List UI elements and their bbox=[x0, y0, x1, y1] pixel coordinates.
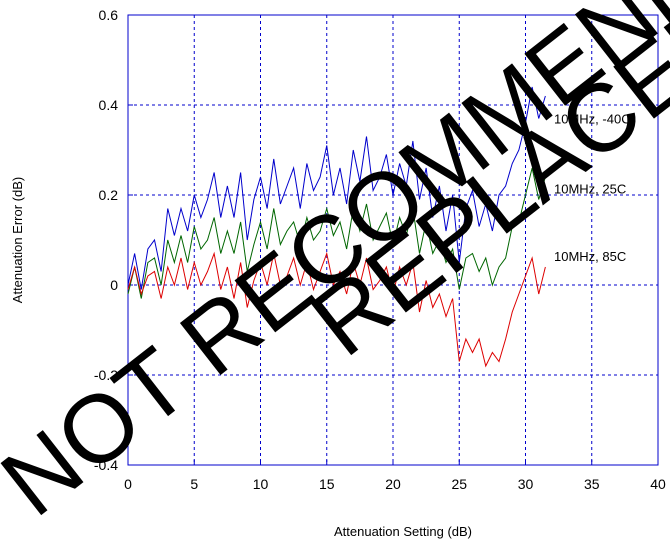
series-line bbox=[127, 86, 546, 290]
series-line bbox=[127, 167, 546, 299]
x-tick-label: 15 bbox=[319, 476, 335, 492]
x-tick-label: 25 bbox=[451, 476, 467, 492]
y-tick-label: 0 bbox=[110, 277, 118, 293]
y-tick-label: 0.2 bbox=[99, 187, 119, 203]
y-tick-label: -0.2 bbox=[94, 367, 118, 383]
series-label: 10MHz, 25C bbox=[554, 181, 626, 196]
x-tick-label: 5 bbox=[190, 476, 198, 492]
x-tick-label: 40 bbox=[650, 476, 666, 492]
series-labels: 10MHz, -40C 10MHz, 25C 10MHz, 85C bbox=[554, 112, 631, 264]
x-tick-label: 20 bbox=[385, 476, 401, 492]
series-line bbox=[127, 251, 546, 368]
x-axis-label: Attenuation Setting (dB) bbox=[334, 524, 472, 539]
series-label: 10MHz, 85C bbox=[554, 249, 626, 264]
plot-frame bbox=[127, 14, 659, 466]
series-label: 10MHz, -40C bbox=[554, 112, 631, 127]
y-tick-labels: -0.4 -0.2 0 0.2 0.4 0.6 bbox=[94, 7, 118, 473]
x-tick-label: 35 bbox=[584, 476, 600, 492]
x-tick-labels: 0 5 10 15 20 25 30 35 40 bbox=[124, 476, 666, 492]
y-tick-label: -0.4 bbox=[94, 457, 118, 473]
x-tick-label: 30 bbox=[518, 476, 534, 492]
y-tick-label: 0.4 bbox=[99, 97, 119, 113]
series-layer bbox=[127, 86, 546, 368]
y-axis-label: Attenuation Error (dB) bbox=[10, 177, 25, 303]
y-tick-label: 0.6 bbox=[99, 7, 119, 23]
x-tick-label: 0 bbox=[124, 476, 132, 492]
x-tick-label: 10 bbox=[253, 476, 269, 492]
